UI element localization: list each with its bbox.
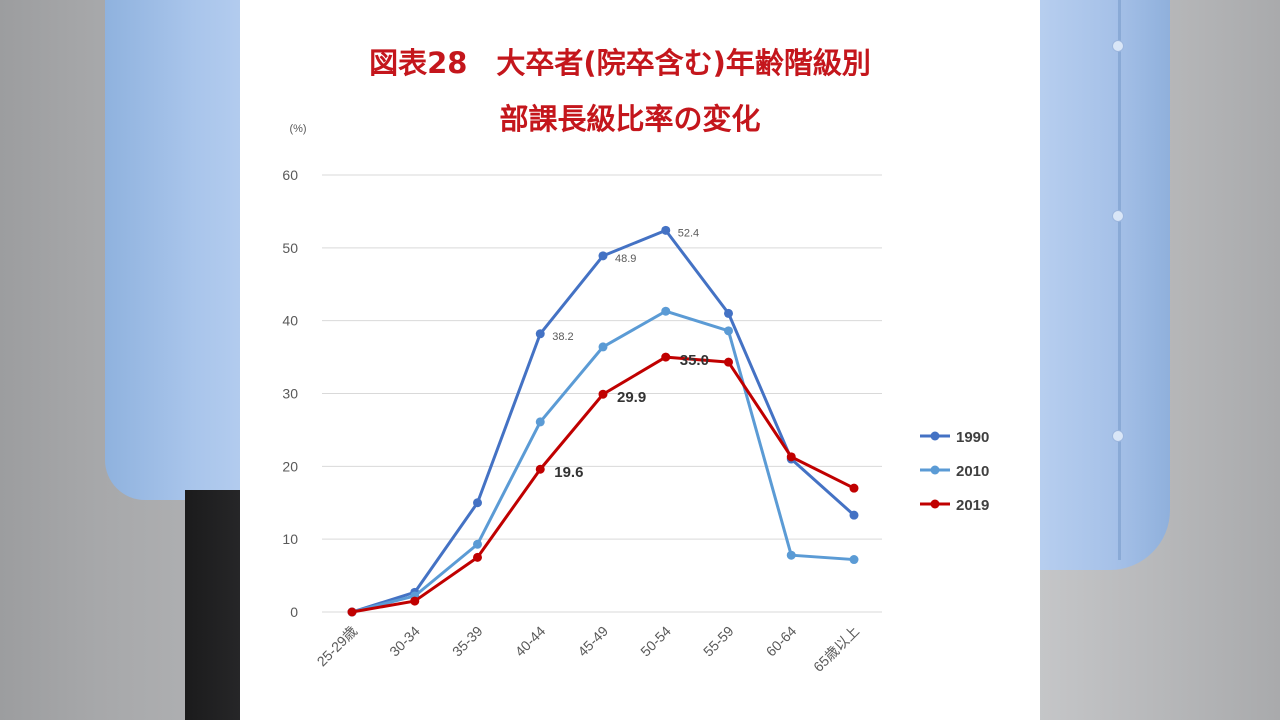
x-tick-label: 30-34 xyxy=(386,623,423,660)
series-layer: 38.2 48.9 52.4 19.6 29.9 35.0 xyxy=(347,225,859,617)
data-point-2019 xyxy=(410,596,420,606)
data-point-2019 xyxy=(724,357,733,367)
legend-item-1990: 1990 xyxy=(920,429,989,446)
data-point-1990 xyxy=(473,498,482,508)
data-label: 48.9 xyxy=(615,253,636,265)
series-1990: 38.2 48.9 52.4 xyxy=(347,225,859,617)
legend-marker xyxy=(930,465,940,475)
axis-layer: (%) 0 10 20 30 40 50 60 25-29歳 30-34 35-39 40-44 45-… xyxy=(282,123,862,675)
data-point-1990 xyxy=(661,225,671,235)
y-tick-label: 30 xyxy=(282,386,298,402)
shirt-button-icon xyxy=(1112,40,1124,52)
x-tick-label: 40-44 xyxy=(512,623,549,660)
data-point-2019 xyxy=(535,464,545,474)
data-point-2010 xyxy=(849,555,859,565)
legend-marker xyxy=(930,499,940,509)
y-tick-label: 10 xyxy=(282,531,298,547)
data-point-2019 xyxy=(598,389,608,399)
shirt-button-icon xyxy=(1112,430,1124,442)
data-point-2010 xyxy=(535,417,545,427)
chart-title-line-1: 図表28 大卒者(院卒含む)年齢階級別 xyxy=(369,46,871,80)
series-2019: 19.6 29.9 35.0 xyxy=(347,352,859,617)
data-label: 38.2 xyxy=(552,331,573,343)
series-2010 xyxy=(347,306,859,617)
background-shirt-right xyxy=(1030,0,1170,570)
y-tick-label: 40 xyxy=(282,313,298,329)
data-point-2019 xyxy=(786,452,796,462)
y-axis-unit-label: (%) xyxy=(289,123,306,135)
legend-label: 2019 xyxy=(956,497,989,514)
data-point-1990 xyxy=(724,308,733,318)
y-tick-label: 20 xyxy=(282,458,298,474)
data-point-1990 xyxy=(598,251,608,261)
legend-label: 2010 xyxy=(956,463,989,480)
data-point-2010 xyxy=(598,342,608,352)
data-label: 29.9 xyxy=(617,389,646,406)
legend-marker xyxy=(930,431,940,441)
data-point-2019 xyxy=(661,352,671,362)
y-tick-label: 50 xyxy=(282,240,298,256)
data-point-2010 xyxy=(786,550,796,560)
x-tick-label: 25-29歳 xyxy=(314,623,361,670)
data-label: 52.4 xyxy=(678,227,699,239)
data-point-1990 xyxy=(849,510,859,520)
data-point-2010 xyxy=(661,306,671,316)
data-point-2010 xyxy=(724,326,733,336)
data-point-2019 xyxy=(473,552,482,562)
data-label: 19.6 xyxy=(554,464,583,481)
series-line-2010 xyxy=(351,309,855,614)
x-tick-label: 55-59 xyxy=(700,623,737,660)
series-line-1990 xyxy=(351,228,855,614)
y-tick-label: 60 xyxy=(282,167,298,183)
data-point-1990 xyxy=(535,329,545,339)
x-tick-label: 60-64 xyxy=(763,623,800,660)
legend-label: 1990 xyxy=(956,429,989,446)
y-tick-label: 0 xyxy=(290,604,298,620)
shirt-button-icon xyxy=(1112,210,1124,222)
x-tick-label: 45-49 xyxy=(574,623,611,660)
background-shirt-placket xyxy=(1118,0,1121,560)
line-chart: (%) 0 10 20 30 40 50 60 25-29歳 30-34 35-39 40-44 45-… xyxy=(282,123,989,675)
data-label: 35.0 xyxy=(680,352,709,369)
x-tick-label: 35-39 xyxy=(449,623,486,660)
background-shirt-left xyxy=(105,0,265,500)
data-point-2010 xyxy=(473,539,482,549)
legend-item-2019: 2019 xyxy=(920,497,989,514)
x-tick-label: 50-54 xyxy=(637,623,674,660)
chart-panel: 図表28 大卒者(院卒含む)年齢階級別 部課長級比率の変化 (%) 0 10 20 30… xyxy=(240,0,1040,720)
data-point-2019 xyxy=(347,607,357,617)
legend-item-2010: 2010 xyxy=(920,463,989,480)
chart-title-line-2: 部課長級比率の変化 xyxy=(499,102,761,136)
data-point-2019 xyxy=(849,483,859,493)
x-tick-label: 65歳以上 xyxy=(810,623,862,675)
legend: 1990 2010 2019 xyxy=(920,429,989,514)
